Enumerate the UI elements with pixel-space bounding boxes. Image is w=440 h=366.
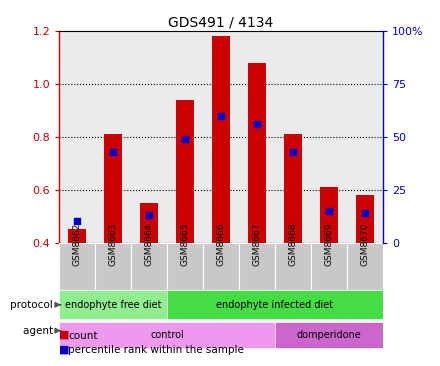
Text: percentile rank within the sample: percentile rank within the sample <box>68 345 244 355</box>
Bar <box>95 243 131 290</box>
Text: ■: ■ <box>59 344 70 355</box>
Text: endophyte infected diet: endophyte infected diet <box>216 300 334 310</box>
Point <box>146 212 153 218</box>
Point <box>253 121 260 127</box>
Bar <box>176 100 194 243</box>
Text: control: control <box>150 330 184 340</box>
Bar <box>95 31 131 243</box>
Title: GDS491 / 4134: GDS491 / 4134 <box>169 16 274 30</box>
Bar <box>284 134 302 243</box>
Bar <box>320 187 338 243</box>
Text: GSM8666: GSM8666 <box>216 223 226 266</box>
Point <box>74 219 81 224</box>
Text: agent: agent <box>23 326 56 336</box>
Bar <box>68 229 86 243</box>
Bar <box>131 31 167 243</box>
Text: domperidone: domperidone <box>297 330 361 340</box>
Text: GSM8670: GSM8670 <box>360 223 369 266</box>
Text: count: count <box>68 330 98 341</box>
Text: GSM8667: GSM8667 <box>253 223 261 266</box>
Point <box>182 136 189 142</box>
Bar <box>104 134 122 243</box>
Bar <box>356 195 374 243</box>
Text: GSM8669: GSM8669 <box>324 223 334 266</box>
Text: protocol: protocol <box>10 300 56 310</box>
Point <box>326 208 333 214</box>
Bar <box>275 31 311 243</box>
Text: ■: ■ <box>59 330 70 340</box>
Bar <box>239 243 275 290</box>
Bar <box>248 63 266 243</box>
Text: GSM8662: GSM8662 <box>73 223 82 266</box>
Text: GSM8664: GSM8664 <box>145 223 154 266</box>
Bar <box>212 36 230 243</box>
Text: endophyte free diet: endophyte free diet <box>65 300 161 310</box>
Bar <box>239 31 275 243</box>
Bar <box>203 31 239 243</box>
Bar <box>131 243 167 290</box>
Bar <box>140 203 158 243</box>
Bar <box>167 31 203 243</box>
Bar <box>275 243 311 290</box>
Text: GSM8668: GSM8668 <box>289 223 297 266</box>
Bar <box>275 322 383 348</box>
Point <box>218 113 225 119</box>
Bar <box>311 243 347 290</box>
Text: GSM8665: GSM8665 <box>181 223 190 266</box>
Point <box>290 149 297 154</box>
Bar <box>347 243 383 290</box>
Bar <box>203 243 239 290</box>
Text: GSM8663: GSM8663 <box>109 223 118 266</box>
Bar <box>167 290 383 320</box>
Bar <box>59 243 95 290</box>
Bar <box>59 290 167 320</box>
Point <box>361 210 368 216</box>
Bar <box>347 31 383 243</box>
Bar <box>311 31 347 243</box>
Bar <box>59 31 95 243</box>
Bar <box>59 322 275 348</box>
Point <box>110 149 117 154</box>
Bar <box>167 243 203 290</box>
